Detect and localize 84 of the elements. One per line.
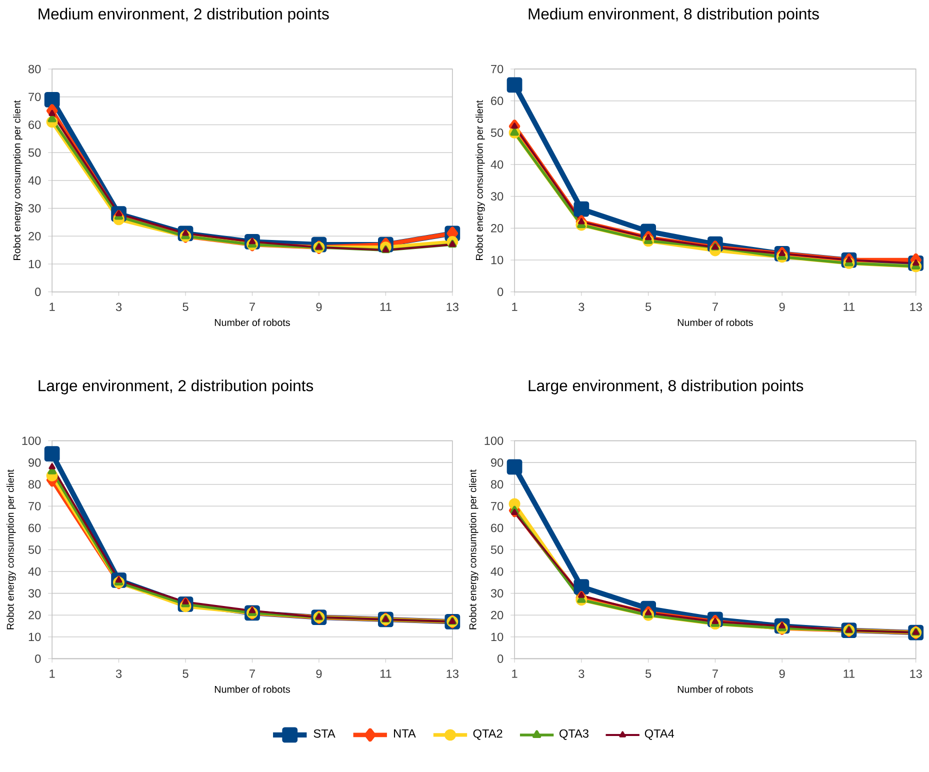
x-tick-label: 7	[712, 302, 718, 311]
y-tick-label: 70	[491, 64, 504, 74]
x-tick-label: 5	[645, 302, 652, 312]
y-tick-label: 70	[28, 502, 41, 510]
y-tick-label: 10	[28, 260, 41, 268]
y-tick-label: 40	[28, 567, 41, 576]
y-tick-label: 50	[28, 148, 41, 157]
y-axis-title: Robot energy consumption per client	[13, 100, 22, 260]
y-tick-label: 70	[28, 92, 41, 102]
chart-title: Medium environment, 2 distribution points	[38, 8, 329, 23]
y-tick-label: 100	[22, 436, 41, 445]
y-tick-label: 40	[490, 160, 504, 169]
x-tick-label: 13	[446, 670, 458, 678]
x-tick-label: 7	[712, 670, 718, 678]
y-tick-label: 30	[490, 192, 504, 201]
y-tick-label: 10	[491, 256, 504, 264]
y-tick-label: 60	[491, 96, 504, 106]
chart-title: Large environment, 8 distribution points	[528, 380, 804, 394]
y-tick-label: 80	[28, 480, 41, 489]
y-tick-label: 20	[491, 610, 504, 620]
chart-title: Medium environment, 8 distribution points	[528, 8, 819, 23]
legend-label: QTA4	[644, 729, 674, 740]
y-tick-label: 90	[28, 458, 41, 467]
y-tick-label: 30	[28, 204, 41, 212]
x-tick-label: 1	[512, 670, 518, 678]
x-axis-title: Number of robots	[678, 318, 753, 326]
y-tick-label: 50	[28, 546, 41, 554]
x-tick-label: 7	[250, 670, 255, 678]
x-tick-label: 1	[512, 302, 518, 311]
y-tick-label: 100	[484, 436, 504, 445]
y-tick-label: 0	[498, 288, 504, 296]
y-tick-label: 0	[35, 288, 41, 296]
y-tick-label: 10	[491, 632, 504, 642]
x-tick-label: 5	[182, 302, 188, 312]
y-tick-label: 40	[28, 176, 41, 185]
y-axis-title: Robot energy consumption per client	[469, 470, 478, 630]
x-tick-label: 5	[182, 670, 188, 678]
x-tick-label: 9	[779, 302, 785, 312]
x-axis-title: Number of robots	[214, 686, 290, 693]
x-tick-label: 7	[250, 302, 255, 311]
legend-label: QTA3	[560, 729, 588, 740]
x-tick-label: 1	[50, 302, 55, 311]
y-tick-label: 50	[490, 546, 504, 554]
x-tick-label: 3	[578, 670, 584, 678]
x-tick-label: 11	[844, 670, 855, 678]
y-tick-label: 10	[28, 632, 41, 642]
y-tick-label: 20	[28, 610, 41, 620]
y-tick-label: 60	[28, 120, 41, 129]
y-tick-label: 30	[28, 589, 41, 598]
y-tick-label: 0	[498, 654, 504, 663]
x-tick-label: 3	[116, 302, 122, 312]
y-tick-label: 70	[491, 502, 504, 510]
chart-title: Large environment, 2 distribution points	[38, 380, 314, 394]
x-axis-title: Number of robots	[214, 318, 290, 326]
y-tick-label: 60	[491, 524, 504, 532]
y-axis-title: Robot energy consumption per client	[476, 100, 485, 260]
x-tick-label: 13	[910, 670, 922, 678]
x-axis-title: Number of robots	[678, 686, 753, 693]
x-tick-label: 9	[316, 670, 322, 678]
y-tick-label: 60	[28, 524, 41, 532]
y-tick-label: 0	[35, 654, 41, 663]
y-tick-label: 80	[490, 480, 504, 489]
x-tick-label: 1	[50, 670, 55, 678]
y-tick-label: 80	[28, 64, 41, 74]
x-tick-label: 11	[380, 670, 392, 678]
y-tick-label: 90	[491, 458, 504, 467]
x-tick-label: 3	[116, 670, 122, 678]
x-tick-label: 9	[316, 302, 322, 312]
y-axis-title: Robot energy consumption per client	[6, 470, 16, 630]
y-tick-label: 20	[491, 224, 504, 232]
y-tick-label: 20	[28, 232, 41, 240]
legend-label: NTA	[394, 729, 416, 738]
y-tick-label: 40	[490, 567, 504, 576]
x-tick-label: 3	[578, 302, 584, 312]
x-tick-label: 11	[380, 302, 392, 311]
y-tick-label: 50	[490, 128, 504, 137]
x-tick-label: 9	[779, 670, 785, 678]
x-tick-label: 13	[910, 302, 922, 312]
x-tick-label: 13	[446, 302, 458, 312]
y-tick-label: 30	[490, 589, 504, 598]
x-tick-label: 11	[844, 302, 855, 311]
x-tick-label: 5	[645, 670, 652, 678]
legend-label: QTA2	[473, 729, 502, 740]
legend-label: STA	[314, 729, 336, 738]
